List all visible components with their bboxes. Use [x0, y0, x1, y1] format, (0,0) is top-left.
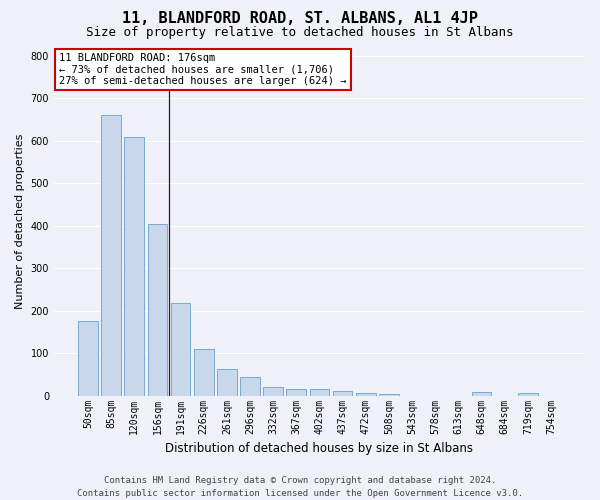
Bar	[310, 390, 329, 396]
Y-axis label: Number of detached properties: Number of detached properties	[15, 134, 25, 310]
Bar	[194, 349, 214, 396]
Bar	[286, 389, 306, 396]
Bar	[379, 394, 399, 396]
Bar	[333, 392, 352, 396]
Bar	[240, 376, 260, 396]
Bar	[263, 387, 283, 396]
Bar	[356, 392, 376, 396]
Bar	[518, 392, 538, 396]
X-axis label: Distribution of detached houses by size in St Albans: Distribution of detached houses by size …	[166, 442, 473, 455]
Bar	[78, 322, 98, 396]
Bar	[472, 392, 491, 396]
Text: 11 BLANDFORD ROAD: 176sqm
← 73% of detached houses are smaller (1,706)
27% of se: 11 BLANDFORD ROAD: 176sqm ← 73% of detac…	[59, 52, 347, 86]
Text: Contains HM Land Registry data © Crown copyright and database right 2024.
Contai: Contains HM Land Registry data © Crown c…	[77, 476, 523, 498]
Bar	[170, 303, 190, 396]
Text: 11, BLANDFORD ROAD, ST. ALBANS, AL1 4JP: 11, BLANDFORD ROAD, ST. ALBANS, AL1 4JP	[122, 11, 478, 26]
Text: Size of property relative to detached houses in St Albans: Size of property relative to detached ho…	[86, 26, 514, 39]
Bar	[101, 116, 121, 396]
Bar	[217, 369, 236, 396]
Bar	[124, 136, 144, 396]
Bar	[148, 224, 167, 396]
